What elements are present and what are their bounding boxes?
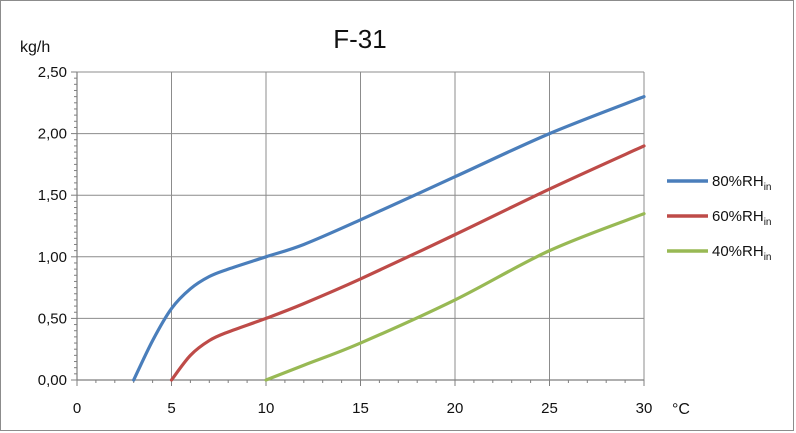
axes	[71, 71, 645, 386]
chart-title: F-31	[333, 24, 386, 54]
grid	[77, 71, 645, 380]
y-tick-label: 1,50	[38, 187, 67, 204]
series-line-3	[264, 212, 646, 382]
x-tick-label: 30	[636, 400, 653, 417]
legend-label-subscript: in	[764, 182, 772, 193]
series-line-1	[132, 95, 646, 382]
x-tick-label: 5	[167, 400, 175, 417]
legend-label-subscript: in	[764, 252, 772, 263]
x-axis-label: °C	[672, 401, 690, 418]
tick-labels: 0,00 0,50 1,00 1,50 2,00 2,50 0 5 10 15 20 25 30	[38, 64, 653, 417]
x-tick-label: 25	[541, 400, 558, 417]
y-tick-label: 1,00	[38, 249, 67, 266]
x-tick-label: 20	[447, 400, 464, 417]
legend-label-subscript: in	[764, 217, 772, 228]
y-tick-label: 0,00	[38, 372, 67, 389]
legend-label-3: 40%RHin	[712, 243, 771, 263]
legend: 80%RHin 60%RHin 40%RHin	[667, 173, 771, 263]
y-tick-label: 2,00	[38, 126, 67, 143]
x-tick-label: 15	[352, 400, 369, 417]
x-tick-label: 0	[73, 400, 81, 417]
x-tick-label: 10	[258, 400, 275, 417]
legend-label-2: 60%RHin	[712, 208, 771, 228]
y-axis-label: kg/h	[20, 39, 50, 56]
legend-label-1: 80%RHin	[712, 173, 771, 193]
series-lines	[132, 95, 646, 382]
series-line-2	[169, 144, 646, 382]
y-tick-label: 2,50	[38, 64, 67, 81]
y-tick-label: 0,50	[38, 310, 67, 327]
